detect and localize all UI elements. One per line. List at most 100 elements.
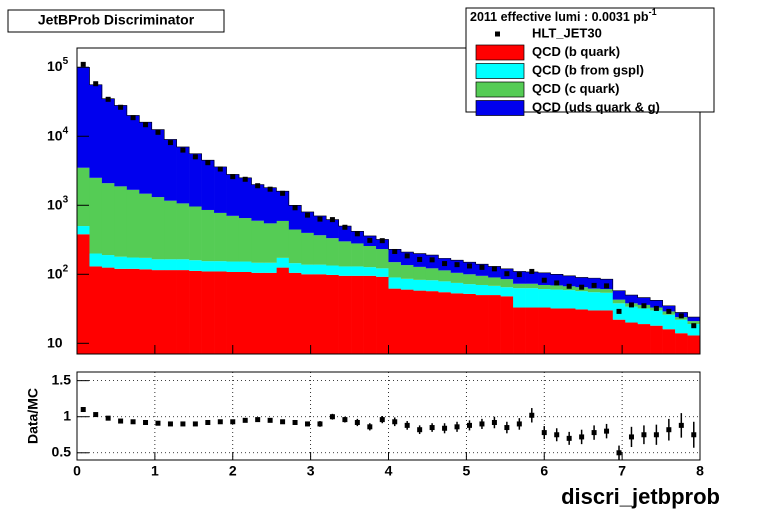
y-tick-label: 102 xyxy=(47,263,69,281)
histogram-bar xyxy=(687,317,700,322)
histogram-bar xyxy=(525,307,539,354)
histogram-bar xyxy=(363,275,377,354)
legend-label: QCD (b quark) xyxy=(532,44,620,59)
y-axis-title: Data/MC xyxy=(25,388,41,444)
histogram-bar xyxy=(276,220,290,258)
histogram-bar xyxy=(463,293,477,354)
ratio-point xyxy=(230,419,236,425)
histogram-bar xyxy=(388,288,402,354)
data-point xyxy=(292,205,298,211)
histogram-bar xyxy=(176,146,190,204)
histogram-bar xyxy=(538,289,551,308)
histogram-bar xyxy=(101,98,115,184)
histogram-bar xyxy=(438,270,452,282)
y-tick-base: 10 xyxy=(47,196,63,212)
stack-outline xyxy=(77,66,700,318)
histogram-bar xyxy=(338,275,352,354)
histogram-bar xyxy=(164,139,177,201)
histogram-bar xyxy=(650,310,663,326)
data-point xyxy=(105,96,111,102)
ratio-point xyxy=(93,412,99,418)
histogram-bar xyxy=(376,268,389,277)
histogram-bar xyxy=(338,266,352,276)
data-point xyxy=(93,81,99,87)
histogram-bar xyxy=(450,272,464,283)
ratio-point xyxy=(529,412,535,418)
histogram-bar xyxy=(525,283,539,289)
histogram-bar xyxy=(538,284,551,290)
histogram-bar xyxy=(488,277,501,286)
y-tick-exponent: 2 xyxy=(63,263,69,274)
histogram-bar xyxy=(251,220,265,263)
histogram-bar xyxy=(388,262,402,278)
y-tick-label: 10 xyxy=(47,334,63,350)
histogram-bar xyxy=(164,270,177,354)
data-point xyxy=(267,186,273,192)
histogram-bar xyxy=(687,321,700,325)
histogram-bar xyxy=(488,285,501,296)
ratio-point xyxy=(367,424,373,430)
histogram-bar xyxy=(313,215,327,236)
histogram-bar xyxy=(238,271,252,354)
histogram-bar xyxy=(525,288,539,308)
histogram-bar xyxy=(438,281,452,293)
y-tick-label: 1.5 xyxy=(52,371,72,387)
histogram-bar xyxy=(587,292,601,311)
ratio-point xyxy=(342,417,348,423)
histogram-bar xyxy=(612,290,626,300)
histogram-bar xyxy=(413,279,427,291)
histogram-bar xyxy=(89,266,103,354)
histogram-bar xyxy=(425,268,439,281)
histogram-bar xyxy=(189,260,202,271)
histogram-bar xyxy=(126,115,140,190)
data-point xyxy=(80,61,86,67)
histogram-bar xyxy=(488,295,501,354)
histogram-bar xyxy=(650,325,663,354)
data-point xyxy=(541,277,547,283)
histogram-bar xyxy=(363,267,377,276)
histogram-bar xyxy=(114,268,128,354)
ratio-point xyxy=(628,434,634,440)
ratio-point xyxy=(392,419,398,425)
ratio-point xyxy=(217,419,223,425)
data-point xyxy=(205,160,211,166)
ratio-point xyxy=(566,435,572,441)
legend-marker xyxy=(495,31,500,37)
ratio-point xyxy=(192,421,198,427)
histogram-bar xyxy=(151,129,165,198)
ratio-point xyxy=(442,425,448,431)
data-point xyxy=(180,147,186,153)
histogram-bar xyxy=(650,300,663,308)
x-tick-label: 4 xyxy=(385,463,393,479)
histogram-bar xyxy=(687,335,700,354)
ratio-point xyxy=(678,422,684,428)
histogram-bar xyxy=(675,319,688,334)
histogram-bar xyxy=(301,211,315,233)
histogram-area xyxy=(77,61,700,354)
y-tick-exponent: 4 xyxy=(63,125,69,136)
histogram-bar xyxy=(450,282,464,294)
histogram-bar xyxy=(189,153,202,207)
ratio-point xyxy=(242,417,248,423)
histogram-bar xyxy=(126,257,140,269)
data-point xyxy=(591,282,597,288)
data-point xyxy=(379,238,385,244)
ratio-point xyxy=(641,432,647,438)
data-point xyxy=(678,313,684,319)
histogram-bar xyxy=(313,235,327,265)
ratio-point xyxy=(417,427,423,433)
histogram-bar xyxy=(600,289,614,293)
ratio-point xyxy=(105,415,111,421)
data-point xyxy=(504,271,510,277)
ratio-point xyxy=(167,421,173,427)
legend-swatch xyxy=(475,63,525,79)
x-axis-title: discri_jetbprob xyxy=(561,484,720,509)
data-point xyxy=(566,283,572,289)
histogram-bar xyxy=(301,264,315,275)
histogram-bar xyxy=(550,274,564,286)
histogram-bar xyxy=(587,288,601,293)
ratio-point xyxy=(354,419,360,425)
data-point xyxy=(404,253,410,259)
histogram-bar xyxy=(475,295,489,354)
histogram-bar xyxy=(201,261,215,272)
